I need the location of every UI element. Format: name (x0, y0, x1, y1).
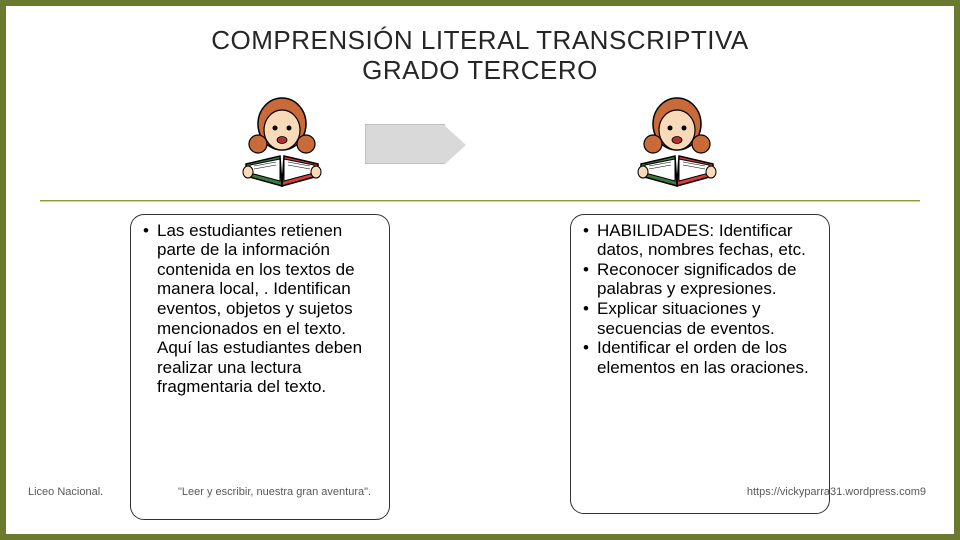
description-item: Las estudiantes retienen parte de la inf… (135, 221, 377, 397)
description-box: Las estudiantes retienen parte de la inf… (130, 214, 390, 520)
slide-title: COMPRENSIÓN LITERAL TRANSCRIPTIVA GRADO … (6, 26, 954, 86)
skill-item: Reconocer significados de palabras y exp… (575, 260, 817, 299)
skills-box: HABILIDADES: Identificar datos, nombres … (570, 214, 830, 514)
footer-quote: "Leer y escribir, nuestra gran aventura"… (148, 486, 727, 498)
arrow-icon (365, 124, 445, 164)
skill-item: Explicar situaciones y secuencias de eve… (575, 299, 817, 338)
footer-left: Liceo Nacional. (28, 486, 148, 498)
footer: Liceo Nacional. "Leer y escribir, nuestr… (6, 486, 954, 498)
skill-item: HABILIDADES: Identificar datos, nombres … (575, 221, 817, 260)
child-reading-icon (625, 94, 730, 194)
slide: COMPRENSIÓN LITERAL TRANSCRIPTIVA GRADO … (0, 0, 960, 540)
title-line-2: GRADO TERCERO (362, 55, 598, 85)
section-divider (40, 200, 920, 202)
skill-item: Identificar el orden de los elementos en… (575, 338, 817, 377)
footer-url: https://vickyparra31.wordpress.com (727, 486, 920, 498)
page-number: 9 (920, 486, 932, 498)
image-row (6, 94, 954, 194)
child-reading-icon (230, 94, 335, 194)
content-columns: Las estudiantes retienen parte de la inf… (6, 214, 954, 520)
title-line-1: COMPRENSIÓN LITERAL TRANSCRIPTIVA (211, 25, 749, 55)
